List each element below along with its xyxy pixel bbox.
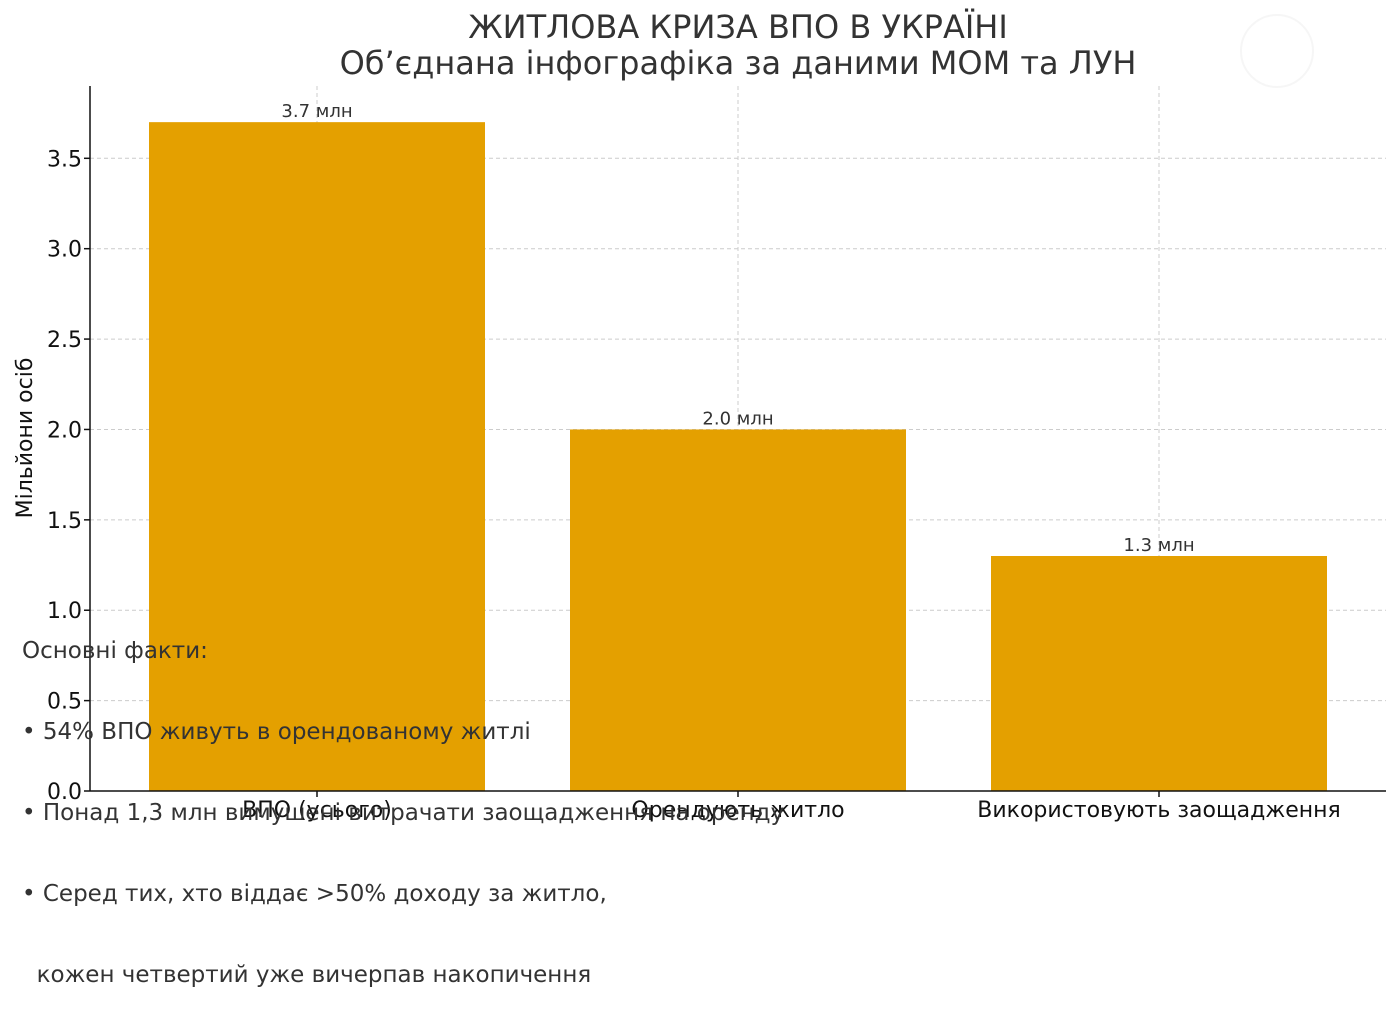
fact-item: кожен четвертий уже вичерпав накопичення <box>22 962 592 988</box>
x-tick-label: Орендують житло <box>631 798 844 823</box>
y-tick-label: 1.0 <box>47 599 82 624</box>
watermark-logo <box>1240 14 1314 88</box>
y-tick-label: 2.0 <box>47 418 82 443</box>
y-tick-label: 2.5 <box>47 328 82 353</box>
y-tick-label: 0.0 <box>47 780 82 805</box>
y-tick-label: 3.0 <box>47 238 82 263</box>
y-tick-label: 3.5 <box>47 147 82 172</box>
facts-heading: Основні факти: <box>22 638 208 664</box>
bar-data-label: 2.0 млн <box>702 408 773 429</box>
x-tick-label: ВПО (усього) <box>242 798 392 823</box>
fact-item: • Серед тих, хто віддає >50% доходу за ж… <box>22 881 607 907</box>
bars: 3.7 млн 2.0 млн 1.3 млн <box>149 101 1327 791</box>
axes: 0.0 0.5 1.0 1.5 2.0 2.5 3.0 3.5 ВПО (усього) Орен… <box>47 86 1386 823</box>
y-tick-label: 0.5 <box>47 690 82 715</box>
chart-title: ЖИТЛОВА КРИЗА ВПО В УКРАЇНІ <box>468 8 1008 46</box>
key-facts-box: Основні факти: • 54% ВПО живуть в орендо… <box>22 584 784 1016</box>
fact-item: • 54% ВПО живуть в орендованому житлі <box>22 719 531 745</box>
bar <box>149 122 485 791</box>
y-axis-label: Мільйони осіб <box>13 358 38 519</box>
chart-subtitle: Об’єднана інфографіка за даними МОМ та Л… <box>340 44 1137 82</box>
bar-data-label: 3.7 млн <box>281 101 352 122</box>
y-tick-label: 1.5 <box>47 509 82 534</box>
fact-item: • Понад 1,3 млн вимушені витрачати заоща… <box>22 800 785 826</box>
bar <box>570 429 906 791</box>
x-tick-label: Використовують заощадження <box>977 798 1340 823</box>
chart: ЖИТЛОВА КРИЗА ВПО В УКРАЇНІ Об’єднана ін… <box>13 8 1386 823</box>
bar-data-label: 1.3 млн <box>1123 535 1194 556</box>
bar <box>991 556 1327 791</box>
